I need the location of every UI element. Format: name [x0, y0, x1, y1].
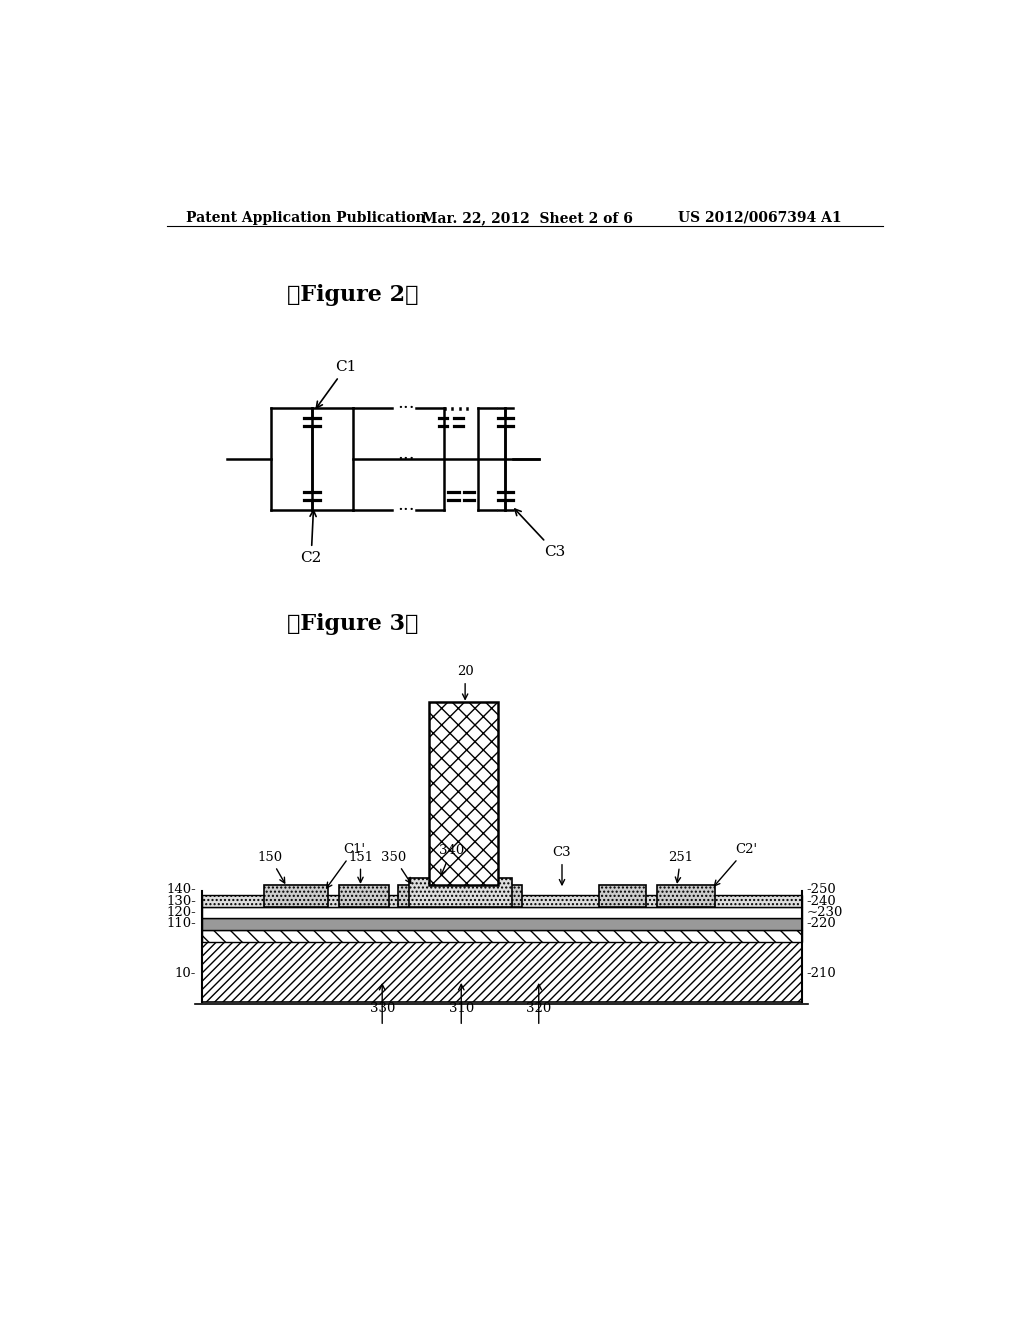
Text: 110-: 110-	[167, 917, 197, 931]
Bar	[599, 886, 646, 907]
Text: -250: -250	[806, 883, 836, 896]
Text: ...: ...	[397, 445, 416, 463]
Text: US 2012/0067394 A1: US 2012/0067394 A1	[678, 211, 842, 224]
Text: 130-: 130-	[166, 895, 197, 908]
Text: C2': C2'	[715, 843, 757, 886]
Text: -240: -240	[806, 895, 836, 908]
Text: C3: C3	[553, 846, 571, 884]
Bar	[429, 702, 499, 886]
Text: ...: ...	[397, 395, 416, 412]
Bar	[202, 942, 802, 1002]
Text: 151: 151	[348, 850, 373, 883]
Text: -210: -210	[806, 966, 836, 979]
Text: C2: C2	[300, 511, 322, 565]
Bar	[339, 886, 389, 907]
Text: ~230: ~230	[806, 907, 843, 920]
Text: C3: C3	[515, 510, 565, 558]
Text: 340: 340	[438, 845, 464, 875]
Bar	[397, 886, 521, 907]
Bar	[657, 886, 716, 907]
Text: 120-: 120-	[167, 907, 197, 920]
Text: -220: -220	[806, 917, 836, 931]
Text: 10-: 10-	[175, 966, 197, 979]
Text: 150: 150	[257, 850, 285, 883]
Bar	[202, 919, 802, 929]
Bar	[202, 907, 802, 919]
Bar	[409, 878, 512, 907]
Bar	[202, 895, 802, 907]
Text: 【Figure 2】: 【Figure 2】	[287, 284, 419, 306]
Bar	[263, 886, 328, 907]
Text: 20: 20	[457, 665, 473, 700]
Text: 【Figure 3】: 【Figure 3】	[287, 612, 418, 635]
Text: 330: 330	[370, 1002, 395, 1015]
Text: Mar. 22, 2012  Sheet 2 of 6: Mar. 22, 2012 Sheet 2 of 6	[423, 211, 634, 224]
Text: Patent Application Publication: Patent Application Publication	[186, 211, 426, 224]
Bar	[202, 929, 802, 942]
Text: 310: 310	[449, 1002, 474, 1015]
Text: C1: C1	[316, 360, 356, 408]
Text: ...: ...	[397, 496, 416, 515]
Text: 320: 320	[526, 1002, 551, 1015]
Text: 140-: 140-	[167, 883, 197, 896]
Text: 251: 251	[668, 850, 693, 883]
Text: C1': C1'	[327, 843, 366, 888]
Text: 350: 350	[381, 850, 411, 883]
